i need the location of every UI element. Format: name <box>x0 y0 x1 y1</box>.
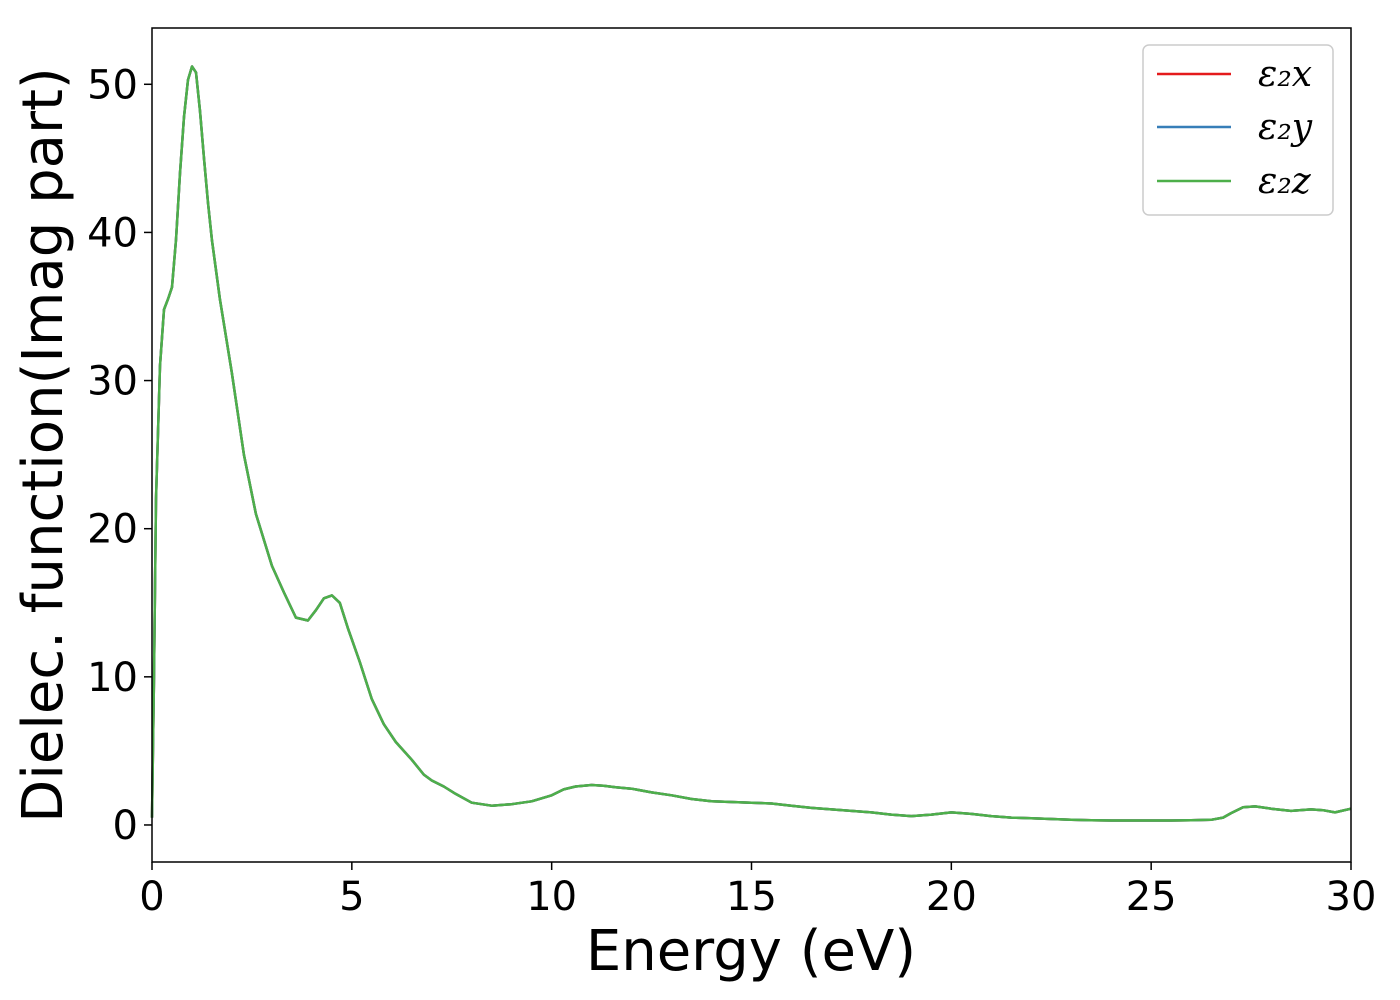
y-tick-label: 0 <box>113 803 138 849</box>
x-tick-label: 10 <box>526 874 577 920</box>
y-axis-ticks: 0 10 20 30 40 50 <box>87 62 152 849</box>
x-tick-label: 20 <box>926 874 977 920</box>
y-tick-label: 30 <box>87 359 138 405</box>
legend: ε₂x ε₂y ε₂z <box>1142 44 1334 216</box>
x-tick-label: 5 <box>339 874 364 920</box>
y-tick-label: 50 <box>87 62 138 108</box>
y-axis-title: Dielec. function(Imag part) <box>11 67 76 823</box>
y-tick-label: 20 <box>87 507 138 553</box>
legend-box <box>1142 44 1334 216</box>
x-axis-ticks: 0 5 10 15 20 25 30 <box>139 862 1376 920</box>
x-tick-label: 0 <box>139 874 164 920</box>
x-tick-label: 30 <box>1326 874 1377 920</box>
legend-label-y: ε₂y <box>1258 107 1313 148</box>
legend-label-z: ε₂z <box>1258 161 1312 202</box>
x-tick-label: 25 <box>1126 874 1177 920</box>
x-tick-label: 15 <box>726 874 777 920</box>
legend-label-x: ε₂x <box>1258 54 1312 95</box>
series-layer <box>150 65 1352 822</box>
y-tick-label: 40 <box>87 210 138 256</box>
y-tick-label: 10 <box>87 655 138 701</box>
series-line-z <box>150 65 1352 822</box>
x-axis-title: Energy (eV) <box>586 919 916 984</box>
